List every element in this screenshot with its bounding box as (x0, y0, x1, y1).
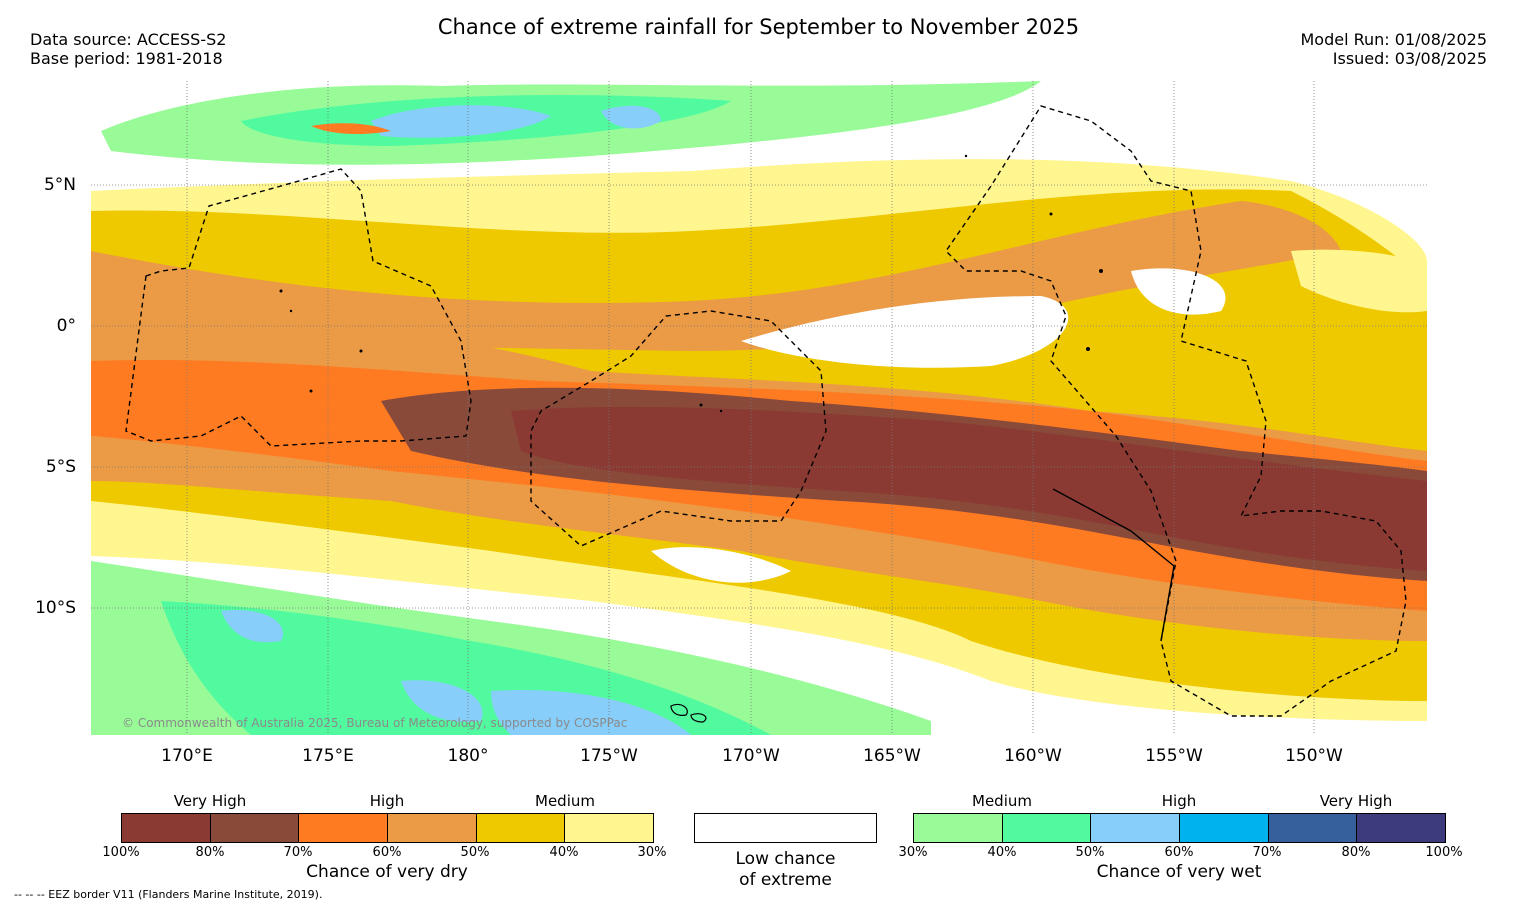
dry-level-medium: Medium (535, 792, 595, 810)
lon-label-160w: 160°W (1004, 746, 1062, 766)
data-info: Data source: ACCESS-S2 Base period: 1981… (30, 30, 226, 68)
dry-level-high: High (369, 792, 405, 810)
lon-label-165w: 165°W (863, 746, 921, 766)
wet-tick-70: 70% (1252, 845, 1282, 860)
wet-swatch-70-80 (1268, 814, 1358, 842)
low-chance-swatch (694, 813, 877, 843)
wet-legend-caption: Chance of very wet (1096, 862, 1262, 882)
wet-region-north-2 (601, 105, 661, 129)
wet-swatch-80-100 (1357, 814, 1446, 842)
chart-title: Chance of extreme rainfall for September… (437, 15, 1080, 39)
wet-region-south-1 (221, 610, 283, 643)
dry-swatch-80-70 (210, 814, 300, 842)
wet-tick-40: 40% (987, 845, 1017, 860)
run-info: Model Run: 01/08/2025 Issued: 03/08/2025 (1301, 30, 1488, 68)
dry-swatch-50-40 (476, 814, 566, 842)
eez-footnote: -- -- -- EEZ border V11 (Flanders Marine… (14, 888, 323, 901)
wet-swatch-40-50 (1002, 814, 1092, 842)
rainfall-map (91, 81, 1427, 735)
dry-tick-100: 100% (102, 845, 140, 860)
wet-swatch-50-60 (1091, 814, 1181, 842)
lon-label-155w: 155°W (1145, 746, 1203, 766)
model-run: Model Run: 01/08/2025 (1300, 30, 1488, 49)
dry-spot-north (311, 123, 391, 134)
wet-level-medium: Medium (972, 792, 1032, 810)
lat-label-10s: 10°S (35, 598, 76, 618)
dry-tick-40: 40% (549, 845, 579, 860)
wet-tick-60: 60% (1164, 845, 1194, 860)
wet-swatch-30-40 (914, 814, 1003, 842)
wet-region-south-2 (401, 680, 483, 722)
dry-tick-50: 50% (460, 845, 490, 860)
data-source: Data source: ACCESS-S2 (30, 30, 227, 49)
lon-label-175w: 175°W (580, 746, 638, 766)
low-chance-line-2: of extreme (739, 870, 832, 890)
dry-north-high (91, 201, 1341, 351)
low-chance-line-1: Low chance (735, 849, 836, 869)
wet-tick-50: 50% (1075, 845, 1105, 860)
dry-east-edge (1291, 249, 1427, 313)
wet-tick-80: 80% (1341, 845, 1371, 860)
dry-swatch-100-80 (122, 814, 211, 842)
base-period: Base period: 1981-2018 (30, 49, 223, 68)
low-chance-equator (741, 296, 1069, 368)
samoa-islands (670, 703, 688, 716)
graticule (91, 81, 1427, 735)
dry-level-very-high: Very High (173, 792, 247, 810)
lon-label-170e: 170°E (161, 746, 213, 766)
eez-borders (125, 105, 1407, 717)
lon-label-170w: 170°W (722, 746, 780, 766)
wet-region-north (371, 105, 551, 138)
copyright-notice: © Commonwealth of Australia 2025, Bureau… (122, 716, 628, 730)
lat-label-0: 0° (56, 316, 76, 336)
dry-tick-70: 70% (283, 845, 313, 860)
low-chance-south (651, 547, 791, 583)
wet-tick-100: 100% (1425, 845, 1463, 860)
islands (279, 154, 1103, 413)
wet-colorbar (913, 813, 1446, 843)
wet-swatch-60-70 (1180, 814, 1269, 842)
issued-date: Issued: 03/08/2025 (1332, 49, 1487, 68)
lon-label-180: 180° (447, 746, 489, 766)
samoa-islands-2 (690, 713, 707, 723)
low-chance-label: Low chance of extreme (694, 849, 877, 891)
dry-tick-60: 60% (372, 845, 402, 860)
low-chance-east (1131, 268, 1226, 315)
wet-level-high: High (1161, 792, 1197, 810)
dry-colorbar (121, 813, 654, 843)
wet-region-south-3 (491, 690, 691, 735)
lon-label-175e: 175°E (302, 746, 354, 766)
dry-swatch-40-30 (565, 814, 654, 842)
dry-legend-caption: Chance of very dry (306, 862, 468, 882)
wet-level-very-high: Very High (1319, 792, 1393, 810)
wet-tick-30: 30% (898, 845, 928, 860)
dry-tick-80: 80% (195, 845, 225, 860)
boundary-solid (1052, 488, 1175, 642)
lon-label-150w: 150°W (1285, 746, 1343, 766)
dry-tick-30: 30% (637, 845, 667, 860)
dry-swatch-70-60 (299, 814, 389, 842)
lat-label-5s: 5°S (45, 457, 76, 477)
lat-label-5n: 5°N (43, 175, 76, 195)
dry-swatch-60-50 (388, 814, 477, 842)
dry-belt-very-high-core (511, 406, 1427, 571)
